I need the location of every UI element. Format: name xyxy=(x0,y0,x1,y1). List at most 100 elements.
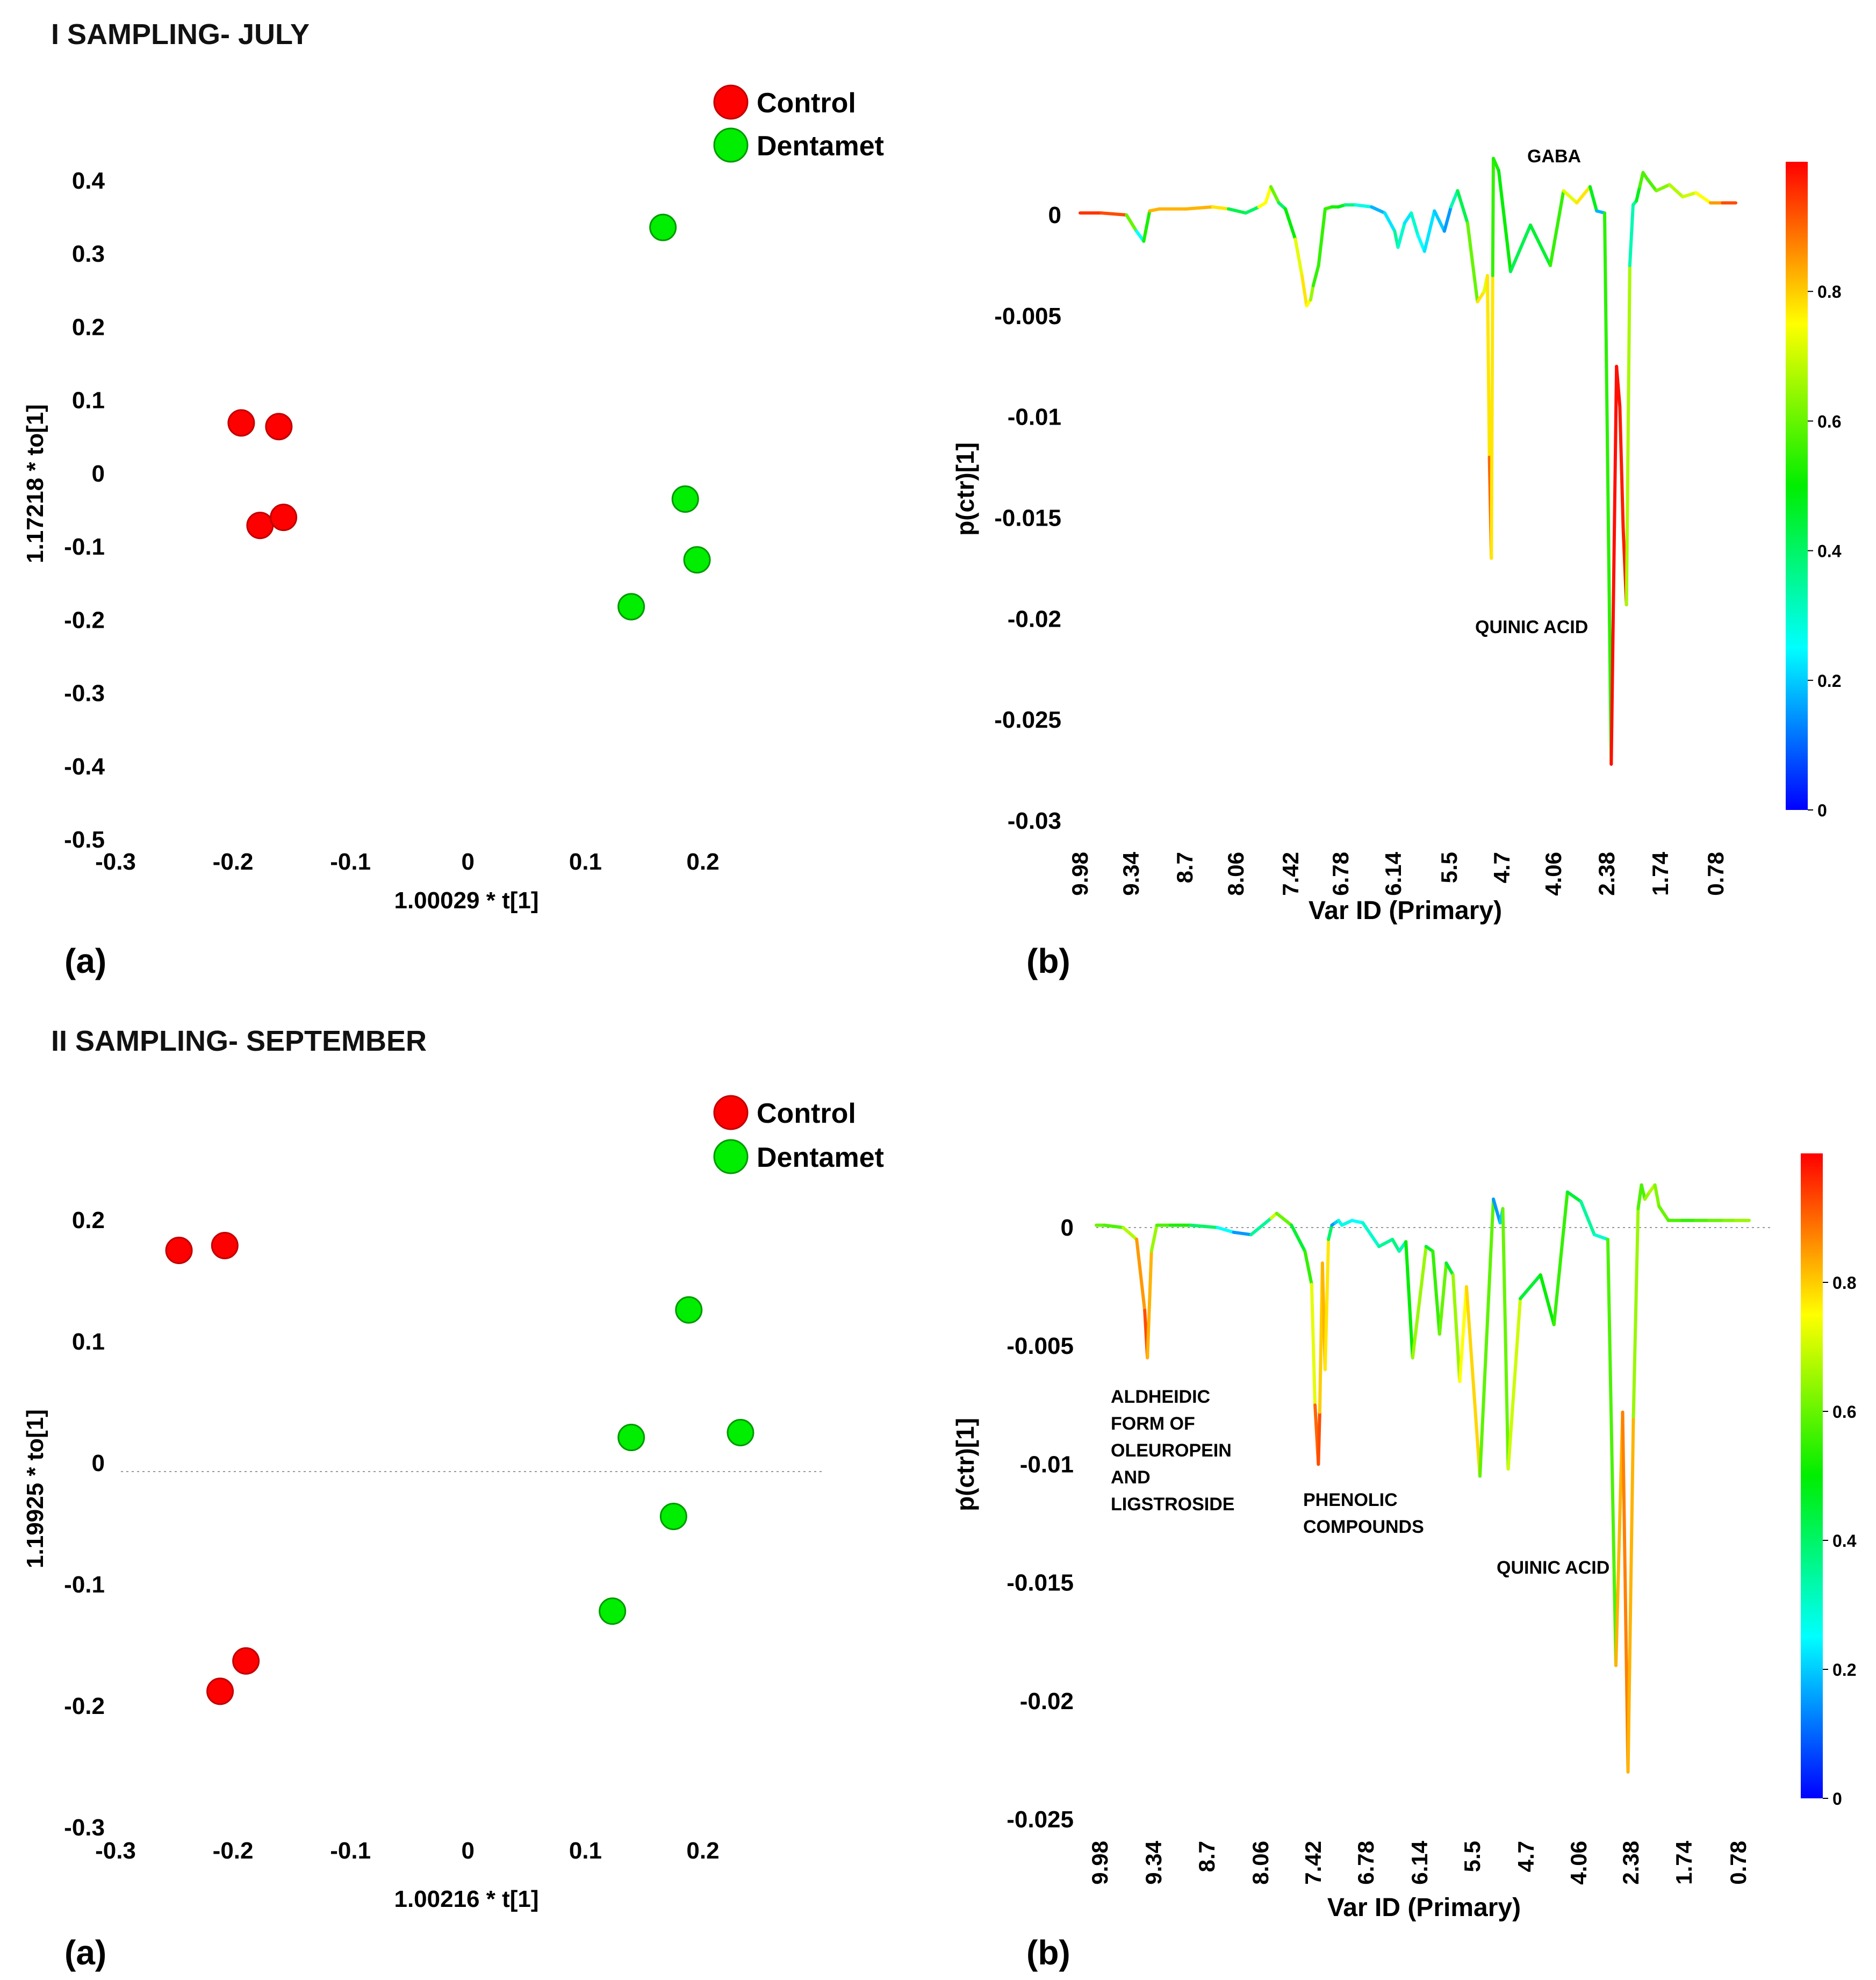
loading-line-segment xyxy=(1146,1250,1153,1360)
loading-line-segment xyxy=(1244,205,1261,215)
loading-line-segment xyxy=(1501,1207,1510,1471)
loading-line-segment xyxy=(1519,1273,1542,1301)
loading-line-segment xyxy=(1497,169,1513,274)
loading-line-segment xyxy=(1303,1250,1313,1286)
loading-line-segment xyxy=(1539,1273,1556,1326)
loading-line-segment xyxy=(1625,263,1631,607)
y-tick-label: -0.02 xyxy=(1008,606,1061,632)
data-point-control xyxy=(211,1231,239,1259)
loading-line-segment xyxy=(1628,203,1635,267)
loading-line-segment xyxy=(1631,1207,1640,1419)
loading-line-segment xyxy=(1149,1223,1159,1253)
loading-line-segment xyxy=(1458,1285,1468,1383)
x-tick-label: 1.74 xyxy=(1671,1840,1697,1884)
colorbar-tick-label: 0.8 xyxy=(1832,1273,1856,1293)
loading-line-segment xyxy=(1269,185,1281,205)
x-tick-label: -0.3 xyxy=(95,849,136,875)
loading-line-segment xyxy=(1327,1223,1334,1242)
loading-line-segment xyxy=(1410,211,1420,237)
y-tick-label: -0.5 xyxy=(64,827,105,853)
colorbar-july: 0.8 0.6 0.4 0.2 0 xyxy=(1786,162,1842,820)
x-tick-label: 6.78 xyxy=(1353,1841,1378,1885)
loading-line-segment xyxy=(1142,209,1152,243)
legend-label-control: Control xyxy=(757,1098,856,1129)
x-tick-label: 0.2 xyxy=(686,849,719,875)
loading-line-segment xyxy=(1509,223,1532,274)
loading-line-segment xyxy=(1614,1410,1625,1667)
colorbar-tick-label: 0 xyxy=(1817,801,1827,820)
loading-line-segment xyxy=(1433,209,1446,233)
y-tick-label: 0 xyxy=(1061,1215,1074,1241)
annotation-aldheidic: ALDHEIDIC xyxy=(1111,1387,1210,1407)
x-tick-label: 8.7 xyxy=(1194,1841,1219,1872)
data-point-control xyxy=(265,413,293,441)
section-1-title: I SAMPLING- JULY xyxy=(51,18,310,51)
scatter-september-x-axis-title: 1.00216 * t[1] xyxy=(394,1886,538,1912)
scatter-plot-september: Control Dentamet 0.2 0.1 0 -0.1 -0.2 -0.3 -0.… xyxy=(22,1095,884,1972)
loading-line-segment xyxy=(1506,1297,1522,1471)
loading-line-segment xyxy=(1548,189,1565,267)
loading-line-segment xyxy=(1354,203,1374,209)
scatter-september-y-axis-title: 1.19925 * to[1] xyxy=(22,1409,48,1568)
x-tick-label: 5.5 xyxy=(1436,852,1462,883)
x-tick-label: 0.2 xyxy=(686,1838,719,1864)
y-tick-label: 0.1 xyxy=(72,388,105,414)
legend-marker-control xyxy=(713,1095,749,1130)
loading-line-segment xyxy=(1099,211,1129,217)
loading-plot-september: 0 -0.005 -0.01 -0.015 -0.02 -0.025 9.98 9.34 8.… xyxy=(951,1153,1857,1972)
y-tick-label: 0.2 xyxy=(72,1207,105,1233)
data-point-dentamet xyxy=(617,1424,645,1452)
loading-line-segment xyxy=(1184,205,1214,211)
loading-line-segment xyxy=(1422,209,1436,253)
legend-september: Control Dentamet xyxy=(713,1095,884,1174)
colorbar-tick-label: 0.4 xyxy=(1817,542,1842,561)
loading-line-segment xyxy=(1490,274,1494,560)
y-tick-label: 0.3 xyxy=(72,241,105,267)
loading-line-segment xyxy=(1491,156,1500,173)
loading-line-segment xyxy=(1562,189,1579,205)
loading-line-segment xyxy=(1411,1245,1428,1360)
scatter-plot-july: Control Dentamet 0.4 0.3 0.2 0.1 0 -0.1 -0.2 -0… xyxy=(22,84,884,980)
x-tick-label: 0.1 xyxy=(569,849,602,875)
colorbar-september: 0.8 0.6 0.4 0.2 0 xyxy=(1801,1153,1857,1809)
loading-line-segment xyxy=(1615,364,1622,408)
colorbar-september-gradient xyxy=(1801,1153,1823,1798)
x-tick-label: 0.78 xyxy=(1726,1841,1751,1885)
x-tick-label: 8.06 xyxy=(1248,1841,1273,1885)
loading-line-segment xyxy=(1284,207,1297,241)
x-tick-label: 8.7 xyxy=(1172,852,1197,883)
y-tick-label: 0.4 xyxy=(72,168,105,194)
data-point-dentamet xyxy=(675,1296,703,1324)
loading-line-segment xyxy=(1317,1410,1321,1466)
loading-line-segment xyxy=(1361,1221,1381,1249)
x-tick-label: 4.7 xyxy=(1513,1841,1539,1872)
loading-line-segment xyxy=(1249,1216,1273,1237)
loading-line-segment xyxy=(1603,211,1613,766)
loading-line-segment xyxy=(1528,223,1552,267)
y-tick-label: -0.1 xyxy=(64,534,105,560)
annotation-form-of: FORM OF xyxy=(1111,1414,1195,1434)
data-point-dentamet xyxy=(599,1597,627,1625)
data-point-control xyxy=(232,1647,260,1675)
loading-line-segment xyxy=(1310,1282,1317,1407)
x-tick-label: 0 xyxy=(462,1838,475,1864)
annotation-and: AND xyxy=(1111,1467,1151,1488)
loading-line-segment xyxy=(1465,221,1479,304)
loading-line-segment xyxy=(1476,290,1486,304)
x-tick-label: 7.42 xyxy=(1278,852,1303,896)
y-tick-label: -0.005 xyxy=(1007,1333,1074,1359)
y-tick-label: 0 xyxy=(1048,202,1061,228)
loading-line-segment xyxy=(1125,213,1138,233)
y-tick-label: -0.3 xyxy=(64,1814,105,1841)
loading-line-segment xyxy=(1103,1223,1125,1229)
loading-line-segment xyxy=(1135,1238,1147,1312)
data-point-control xyxy=(270,504,298,532)
loading-line-segment xyxy=(1606,1238,1618,1667)
colorbar-tick-label: 0.6 xyxy=(1817,412,1841,431)
loading-line-segment xyxy=(1264,185,1273,205)
y-tick-label: -0.025 xyxy=(994,707,1061,733)
loading-september-x-axis-title: Var ID (Primary) xyxy=(1327,1893,1521,1922)
x-tick-label: 9.34 xyxy=(1141,1840,1166,1884)
loading-line-segment xyxy=(1383,211,1397,233)
